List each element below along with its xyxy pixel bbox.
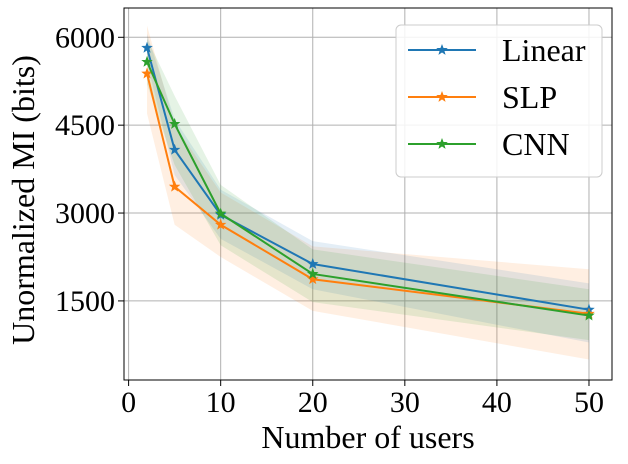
data-point-cnn [214, 207, 227, 219]
legend-marker-cnn [436, 137, 448, 149]
x-tick-label: 0 [121, 386, 136, 419]
y-tick-label: 4500 [55, 109, 115, 142]
band-slp [147, 25, 589, 360]
x-tick-label: 40 [482, 386, 512, 419]
legend-label-cnn: CNN [502, 126, 570, 162]
x-axis-title: Number of users [261, 419, 474, 455]
series-lines [141, 41, 595, 321]
data-point-cnn [583, 309, 595, 321]
data-point-slp [168, 180, 181, 192]
confidence-bands [147, 25, 589, 360]
legend-marker-linear [436, 43, 448, 55]
x-tick-label: 10 [206, 386, 236, 419]
data-point-cnn [306, 267, 319, 279]
plot-frame [123, 7, 613, 381]
y-tick-label: 3000 [55, 197, 115, 230]
axis-ticks: 0 10 20 30 40 50 1500 3000 4500 6000 [55, 21, 604, 419]
x-tick-label: 50 [574, 386, 604, 419]
x-tick-label: 30 [390, 386, 420, 419]
y-tick-label: 1500 [55, 285, 115, 318]
data-point-linear [168, 143, 181, 155]
data-point-linear [141, 41, 153, 53]
legend: Linear SLP CNN [395, 24, 603, 178]
x-tick-label: 20 [298, 386, 328, 419]
band-cnn [147, 38, 589, 341]
data-point-linear [306, 257, 319, 269]
legend-marker-slp [436, 90, 448, 102]
data-point-slp [306, 273, 319, 285]
band-linear [147, 33, 589, 343]
legend-box [395, 24, 603, 178]
y-axis-title: Unormalized MI (bits) [5, 55, 41, 345]
data-point-slp [214, 218, 227, 230]
y-tick-label: 6000 [55, 21, 115, 54]
legend-label-linear: Linear [502, 32, 586, 68]
data-point-cnn [168, 117, 181, 129]
legend-label-slp: SLP [502, 79, 557, 115]
data-point-cnn [141, 55, 153, 67]
